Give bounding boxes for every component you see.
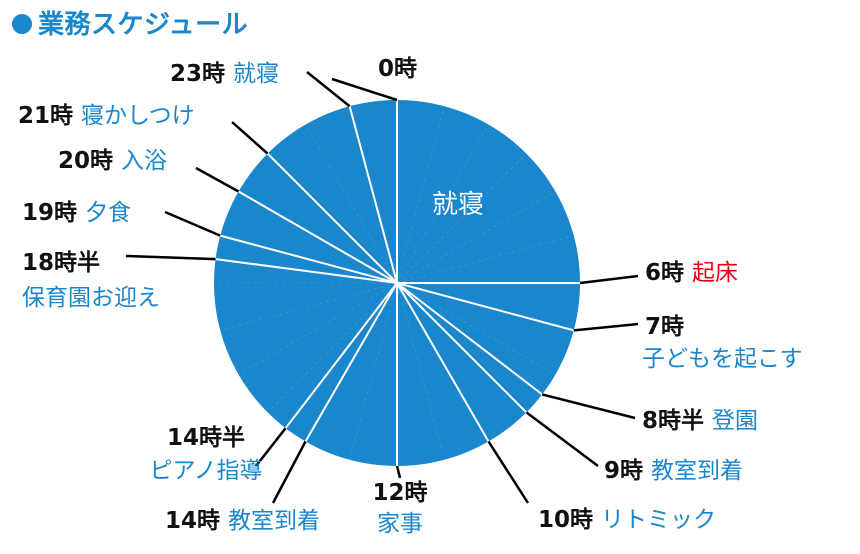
time-label: 23時 xyxy=(170,61,225,87)
slice-divider xyxy=(348,105,398,284)
hour-gridline xyxy=(396,106,445,284)
activity-label: 教室到着 xyxy=(651,458,743,484)
time-label: 8時半 xyxy=(642,408,704,434)
time-label-18-5: 18時半 xyxy=(22,250,100,276)
boundary-label-21: 21時 寝かしつけ xyxy=(18,103,195,129)
activity-label: 寝かしつけ xyxy=(81,103,195,129)
hour-gridline xyxy=(396,282,556,375)
time-label-7: 7時 xyxy=(645,314,684,340)
time-label: 10時 xyxy=(538,507,593,533)
leader-line-18-5 xyxy=(125,254,216,261)
time-label: 19時 xyxy=(22,200,77,226)
slice-divider xyxy=(304,282,398,442)
slice-label-sleep: 就寝 xyxy=(432,190,484,220)
bullet-icon xyxy=(12,14,32,34)
slice-divider xyxy=(396,282,528,414)
activity-label-14-5: ピアノ指導 xyxy=(150,458,263,484)
hour-gridline xyxy=(396,153,527,284)
chart-title: 業務スケジュール xyxy=(12,4,248,41)
leader-line-12 xyxy=(395,465,402,479)
time-label: 14時 xyxy=(165,508,220,534)
activity-label: 教室到着 xyxy=(228,508,320,534)
leader-line-8-5 xyxy=(541,393,636,420)
leader-line-14 xyxy=(271,440,307,504)
time-label: 0時 xyxy=(378,56,417,82)
hour-gridline xyxy=(267,282,398,413)
leader-line-7 xyxy=(573,322,639,332)
leader-line-0 xyxy=(331,77,398,102)
slice-divider xyxy=(215,258,398,284)
leader-line-19 xyxy=(164,210,221,237)
slice-divider xyxy=(238,190,398,284)
activity-label-7: 子どもを起こす xyxy=(642,346,803,372)
boundary-label-0: 0時 xyxy=(378,56,417,82)
time-label-12: 12時 xyxy=(372,480,427,506)
activity-label: 夕食 xyxy=(85,200,131,226)
activity-label: 入浴 xyxy=(121,148,167,174)
time-label: 6時 xyxy=(645,260,684,286)
chart-title-text: 業務スケジュール xyxy=(38,10,249,40)
time-label-14-5: 14時半 xyxy=(167,425,245,451)
activity-label-18-5: 保育園お迎え xyxy=(22,285,160,311)
activity-label-12: 家事 xyxy=(377,511,423,537)
slice-divider xyxy=(396,282,490,442)
leader-line-10 xyxy=(487,440,530,504)
boundary-label-9: 9時 教室到着 xyxy=(604,458,743,484)
hour-gridline xyxy=(396,282,445,460)
hour-gridline xyxy=(305,124,398,284)
slice-divider xyxy=(266,152,398,284)
time-label: 9時 xyxy=(604,458,643,484)
boundary-label-23: 23時 就寝 xyxy=(170,61,279,87)
activity-label: リトミック xyxy=(601,507,716,533)
time-label: 20時 xyxy=(58,148,113,174)
boundary-label-10: 10時 リトミック xyxy=(538,507,716,533)
hour-gridline xyxy=(396,235,574,284)
boundary-label-20: 20時 入浴 xyxy=(58,148,167,174)
activity-label: 登園 xyxy=(712,408,758,434)
slice-divider xyxy=(396,282,575,332)
boundary-label-14: 14時 教室到着 xyxy=(165,508,320,534)
boundary-label-8-5: 8時半 登園 xyxy=(642,408,758,434)
leader-line-9 xyxy=(525,411,599,468)
hour-gridline xyxy=(396,191,556,284)
slice-divider xyxy=(284,282,398,429)
hour-gridline xyxy=(396,124,489,284)
activity-label: 起床 xyxy=(692,260,738,286)
leader-line-21 xyxy=(231,121,269,155)
hour-gridline xyxy=(220,282,398,331)
leader-line-20 xyxy=(195,166,240,193)
hour-gridline xyxy=(349,282,398,460)
leader-line-14-5 xyxy=(255,427,287,467)
time-label: 21時 xyxy=(18,103,73,129)
leader-line-23 xyxy=(306,71,351,108)
hour-gridline xyxy=(238,282,398,375)
slice-divider xyxy=(219,234,398,284)
slice-divider xyxy=(396,282,543,396)
boundary-label-6: 6時 起床 xyxy=(645,260,738,286)
leader-line-6 xyxy=(579,274,639,285)
boundary-label-19: 19時 夕食 xyxy=(22,200,131,226)
activity-label: 就寝 xyxy=(233,61,279,87)
